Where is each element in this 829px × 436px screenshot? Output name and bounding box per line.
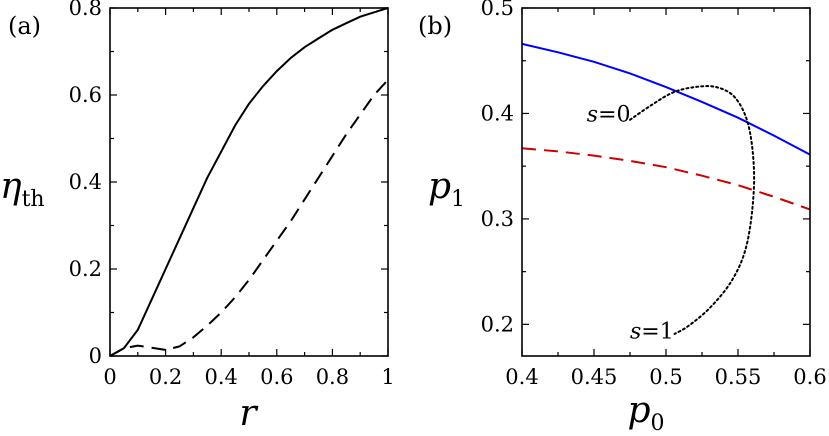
panel-b-series-solid-line	[521, 42, 811, 156]
panel-b-x-axis-label: p0	[627, 390, 664, 436]
panel-b-x-tick-label: 0.4	[505, 365, 538, 389]
svg-text:p1: p1	[428, 166, 465, 212]
panel-b-frame	[521, 7, 811, 357]
panel-b-y-tick-label: 0.4	[481, 101, 514, 125]
panel-b-y-axis-label: p1	[428, 166, 465, 212]
panel-a-y-label-main: η	[0, 166, 22, 207]
panel-a-x-axis-label: r	[239, 393, 258, 434]
panel-b-y-tick-label: 0.5	[481, 0, 514, 20]
svg-text:ηth: ηth	[0, 166, 45, 212]
panel-b-x-label-main: p	[627, 390, 650, 431]
panel-a-x-tick-label: 0.6	[260, 365, 293, 389]
svg-text:p0: p0	[627, 390, 664, 436]
panel-a-y-tick-label: 0.2	[69, 257, 102, 281]
panel-a-frame	[109, 7, 389, 357]
panel-b-y-tick-label: 0.3	[481, 207, 514, 231]
panel-b-tag: (b)	[418, 12, 452, 40]
panel-b-series-dashed-line	[521, 147, 811, 211]
panel-a-x-tick-label: 1	[381, 365, 394, 389]
panel-a-series-solid-line	[109, 7, 389, 357]
panel-a-y-tick-label: 0.4	[69, 170, 102, 194]
panel-b-series-dotted-line	[629, 85, 756, 335]
panel-b-annotation-s1: s=1	[630, 320, 674, 345]
panel-a-y-tick-label: 0	[89, 344, 102, 368]
panel-b-x-tick-label: 0.55	[715, 365, 762, 389]
panel-a-x-tick-label: 0.2	[149, 365, 182, 389]
panel-a-x-tick-label: 0	[103, 365, 116, 389]
panel-b-y-label-main: p	[428, 166, 451, 207]
panel-a-y-tick-label: 0.6	[69, 83, 102, 107]
panel-b-annotation-s0: s=0	[587, 102, 631, 127]
panel-b-x-tick-label: 0.45	[571, 365, 618, 389]
panel-a-y-tick-label: 0.8	[69, 0, 102, 20]
panel-a: (a) ηth r 0 0.2 0.4 0.6 0.8 1 0 0.2 0.4 0.6 0.8	[0, 0, 395, 434]
panel-a-y-label-sub: th	[22, 187, 45, 212]
panel-a-series-dashed-line	[109, 79, 389, 357]
panel-b-y-label-sub: 1	[451, 187, 465, 212]
panel-b: (b) p1 p0 0.4 0.45 0.5 0.55 0.60.20.30.40.5 …	[418, 0, 827, 436]
panel-a-tag: (a)	[8, 12, 41, 40]
panel-a-x-tick-label: 0.8	[316, 365, 349, 389]
panel-a-x-tick-label: 0.4	[204, 365, 237, 389]
panel-a-y-axis-label: ηth	[0, 166, 45, 212]
panel-b-x-label-sub: 0	[651, 411, 665, 436]
panel-b-x-tick-label: 0.6	[793, 365, 826, 389]
panel-b-x-tick-label: 0.5	[649, 365, 682, 389]
panel-b-y-tick-label: 0.2	[481, 312, 514, 336]
